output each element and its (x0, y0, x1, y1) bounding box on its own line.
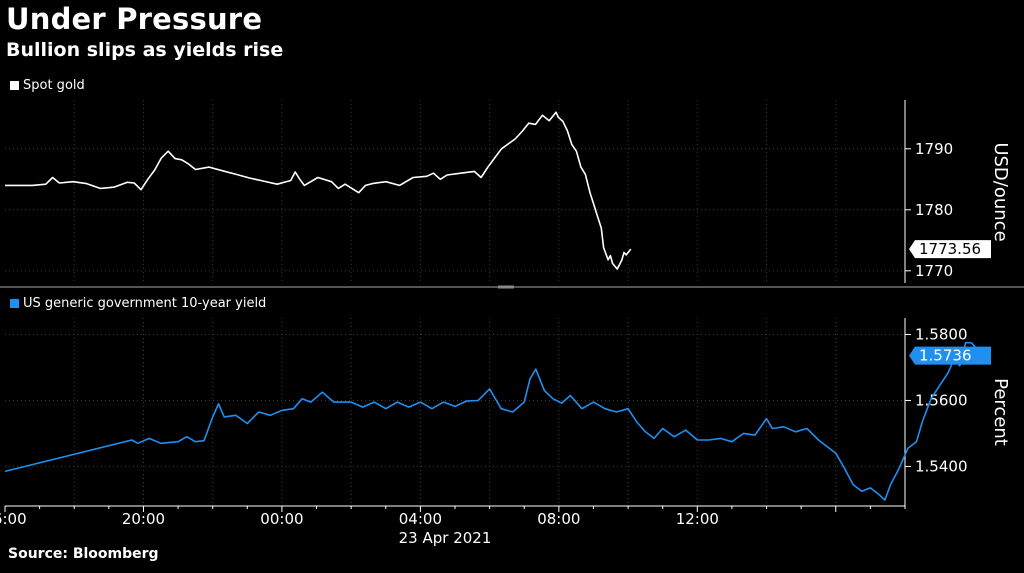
y-axis-title-percent: Percent (990, 378, 1011, 446)
legend-gold-label: Spot gold (23, 78, 85, 93)
last-value-label: 1773.56 (919, 240, 981, 258)
y-tick-label: 1.5400 (915, 457, 968, 475)
chart-title: Under Pressure (6, 2, 263, 36)
legend-gold-swatch (10, 81, 19, 90)
x-tick-label: 16:00 (0, 510, 27, 528)
last-value-label: 1.5736 (919, 347, 972, 365)
y-axis-title-usd-ounce: USD/ounce (990, 142, 1011, 241)
legend-yield: US generic government 10-year yield (10, 296, 266, 311)
y-tick-label: 1.5800 (915, 325, 968, 343)
x-tick-label: 00:00 (260, 510, 303, 528)
legend-yield-swatch (10, 299, 19, 308)
y-tick-label: 1.5600 (915, 391, 968, 409)
x-tick-label: 12:00 (676, 510, 719, 528)
legend-yield-label: US generic government 10-year yield (23, 296, 267, 311)
legend-gold: Spot gold (10, 78, 85, 93)
y-tick-label: 1770 (915, 262, 953, 280)
source-note: Source: Bloomberg (8, 546, 159, 562)
x-tick-label: 08:00 (537, 510, 580, 528)
y-tick-label: 1780 (915, 201, 953, 219)
x-tick-label: 20:00 (122, 510, 165, 528)
x-tick-label: 04:00 (399, 510, 442, 528)
last-value-badge (909, 240, 991, 259)
last-value-badge (909, 346, 991, 365)
chart-subtitle: Bullion slips as yields rise (6, 39, 284, 61)
y-tick-label: 1790 (915, 140, 953, 158)
series-line-spot-gold (5, 111, 632, 270)
x-date-label: 23 Apr 2021 (399, 529, 492, 547)
series-line-us-10y-yield (4, 341, 984, 501)
